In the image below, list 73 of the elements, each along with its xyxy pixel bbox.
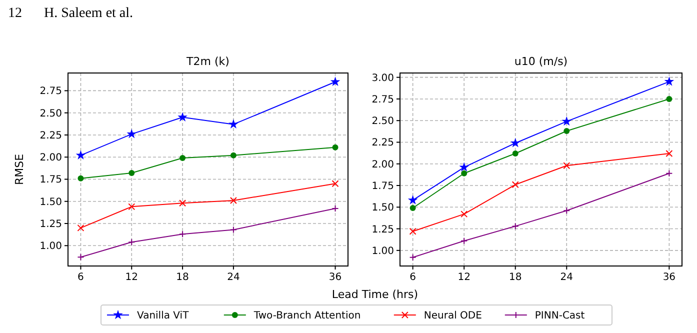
point [230,196,237,204]
x-tick-label: 12 [125,272,138,283]
legend-label: Vanilla ViT [137,310,190,322]
point [461,170,468,176]
point [332,144,338,150]
y-tick-label: 2.50 [372,116,394,128]
y-tick-label: 2.75 [40,86,62,98]
point [512,181,519,188]
point [178,112,188,122]
legend-label: Two-Branch Attention [252,310,361,322]
point [563,162,570,170]
point [664,76,674,86]
point [512,150,518,156]
point [230,152,236,158]
y-tick-label: 1.25 [40,219,62,230]
y-tick-label: 3.00 [372,72,394,84]
y-tick-label: 1.75 [40,174,62,186]
x-tick-label: 36 [662,272,676,283]
point [408,195,418,204]
y-tick-label: 2.00 [372,159,394,170]
point [512,222,519,230]
point [228,119,238,129]
point [409,228,416,235]
x-tick-label: 6 [78,272,84,283]
point [330,76,340,86]
x-tick-label: 6 [410,272,416,283]
y-axis-title: RMSE [13,154,26,186]
legend-label: Neural ODE [424,310,482,322]
point [77,224,84,232]
point [666,150,673,157]
x-tick-label: 12 [458,272,470,283]
y-tick-label: 1.25 [372,224,394,236]
y-tick-label: 1.50 [372,202,394,214]
point [564,128,570,134]
point [563,207,570,214]
point [180,154,186,161]
x-tick-label: 18 [176,272,189,283]
point [459,162,470,172]
point [128,203,136,210]
point [179,230,186,238]
point [78,175,84,182]
point [460,210,468,218]
y-tick-label: 1.00 [372,246,394,257]
text: 12 [8,6,22,21]
chart-title: T2m (k) [186,55,230,68]
y-tick-label: 2.25 [40,130,62,142]
text: H. Saleem et al. [44,6,134,21]
point [230,226,237,234]
point [460,237,468,244]
y-tick-label: 1.75 [372,181,394,192]
point [410,205,416,212]
x-axis-title: Lead Time (hrs) [332,288,418,301]
point [332,180,339,188]
point [562,116,572,126]
y-tick-label: 1.50 [40,196,62,208]
point [128,170,135,176]
y-tick-label: 2.50 [40,108,62,120]
point [76,150,86,160]
y-tick-label: 2.75 [372,94,394,106]
x-tick-label: 24 [560,272,574,283]
y-tick-label: 2.25 [372,138,394,149]
x-tick-label: 24 [227,272,240,283]
legend-label: PINN-Cast [534,310,585,322]
point [666,96,672,102]
point [126,128,137,138]
point [179,200,186,207]
point [510,138,520,148]
x-tick-label: 36 [328,272,342,283]
y-tick-label: 1.00 [40,241,62,252]
chart-title: u10 (m/s) [514,55,568,68]
y-tick-label: 2.00 [40,152,62,164]
point [128,238,136,246]
x-tick-label: 18 [508,272,522,283]
